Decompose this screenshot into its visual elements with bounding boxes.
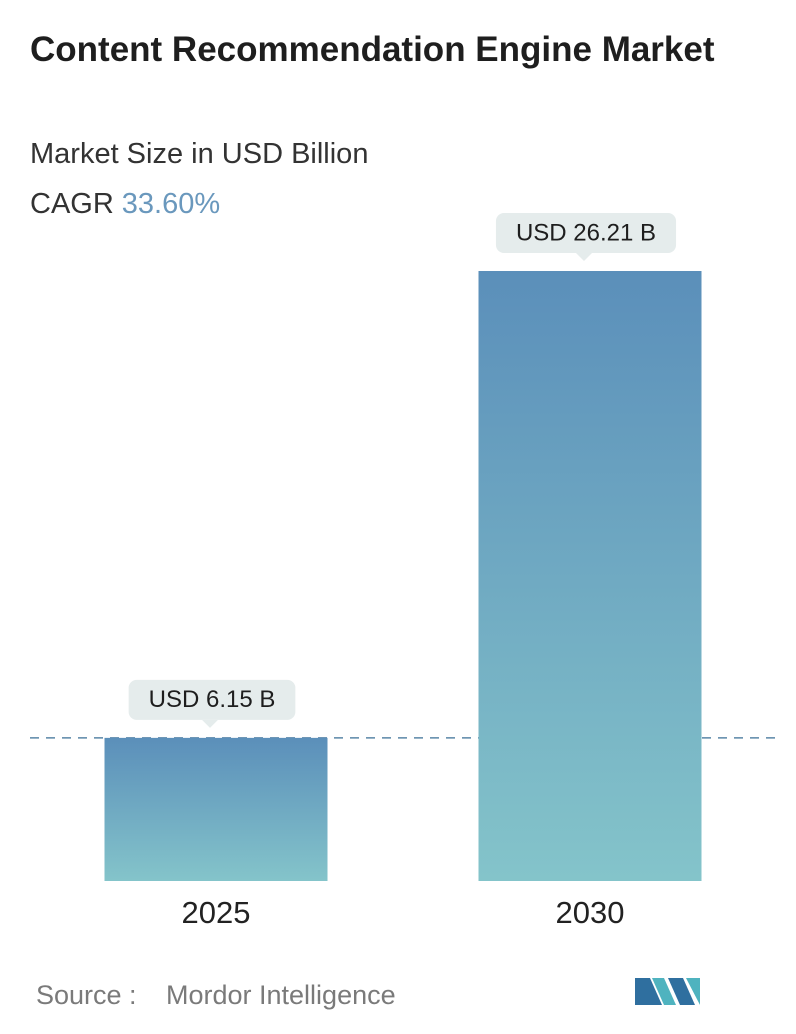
cagr: CAGR 33.60% [30, 188, 220, 221]
label-pointer [202, 719, 218, 728]
x-tick-label: 2025 [182, 895, 251, 930]
cagr-value: 33.60% [121, 188, 221, 220]
value-label-box [128, 679, 296, 728]
x-tick-label: 2030 [556, 895, 625, 930]
chart-title: Content Recommendation Engine Market [30, 30, 715, 69]
value-label-box [495, 213, 677, 261]
source: Mordor Intelligence [166, 980, 396, 1010]
source-label: Source : [36, 980, 137, 1010]
chart-subtitle: Market Size in USD Billion [30, 138, 369, 170]
label-background [495, 213, 677, 253]
value-label: USD 6.15 B [149, 686, 276, 713]
bar [478, 271, 702, 881]
logo [635, 978, 700, 1005]
value-label: USD 26.21 B [516, 219, 656, 246]
cagr-label: CAGR [30, 188, 114, 220]
bar [104, 737, 328, 881]
label-background [128, 679, 296, 720]
label-pointer [576, 253, 592, 261]
